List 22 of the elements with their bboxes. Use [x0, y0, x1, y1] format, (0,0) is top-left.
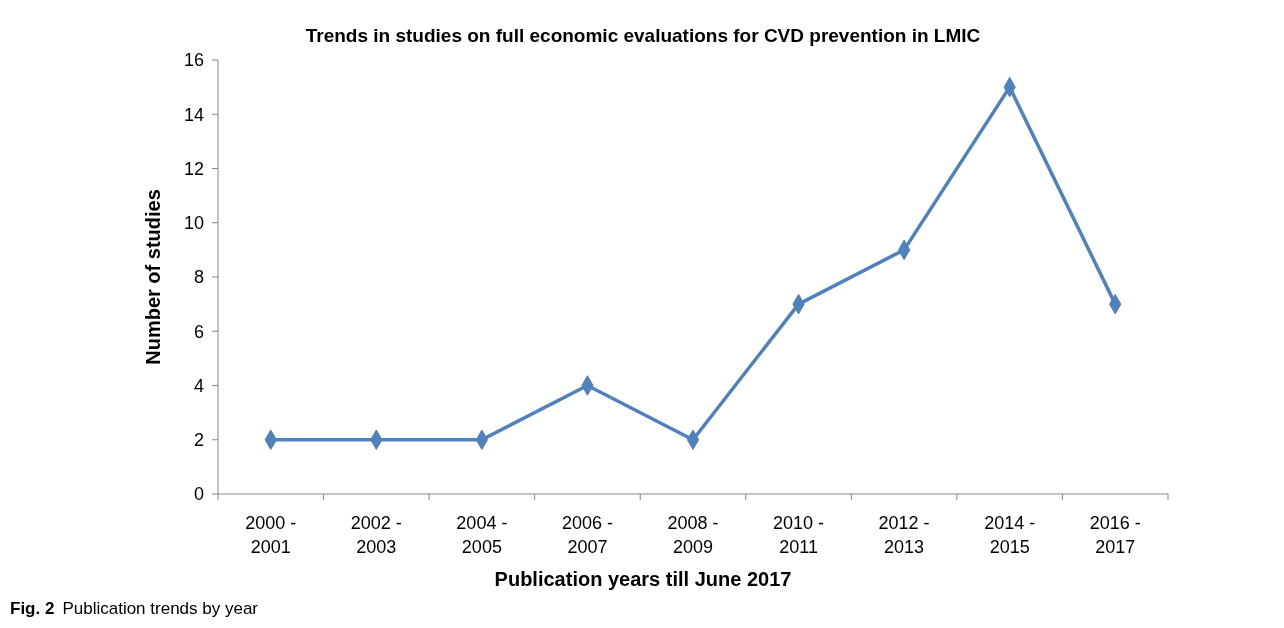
y-tick-label: 16: [183, 50, 204, 71]
x-tick-label: 2014 - 2015: [984, 513, 1036, 557]
x-tick-label: 2004 - 2005: [456, 513, 508, 557]
caption: Fig. 2 Publication trends by year: [10, 599, 259, 618]
y-tick-label: 12: [183, 158, 204, 179]
x-tick-label: 2006 - 2007: [561, 513, 613, 557]
x-tick-label: 2008 - 2009: [667, 513, 719, 557]
y-axis-title: Number of studies: [142, 189, 164, 365]
x-tick-label: 2002 - 2003: [350, 513, 402, 557]
chart-title: Trends in studies on full economic evaluations for CVD prevention in LMIC: [305, 25, 981, 46]
x-tick-label: 2000 - 2001: [245, 513, 297, 557]
y-tick-label: 8: [193, 267, 204, 288]
y-tick-label: 4: [193, 375, 204, 396]
y-tick-label: 0: [193, 484, 204, 505]
x-axis-title: Publication years till June 2017: [494, 568, 792, 590]
y-tick-label: 14: [183, 104, 204, 125]
x-tick-label: 2016 - 2017: [1089, 513, 1141, 557]
y-tick-label: 6: [193, 321, 204, 342]
y-tick-label: 10: [183, 213, 204, 234]
y-tick-label: 2: [193, 430, 204, 451]
x-tick-label: 2012 - 2013: [878, 513, 930, 557]
x-tick-label: 2010 - 2011: [773, 513, 825, 557]
